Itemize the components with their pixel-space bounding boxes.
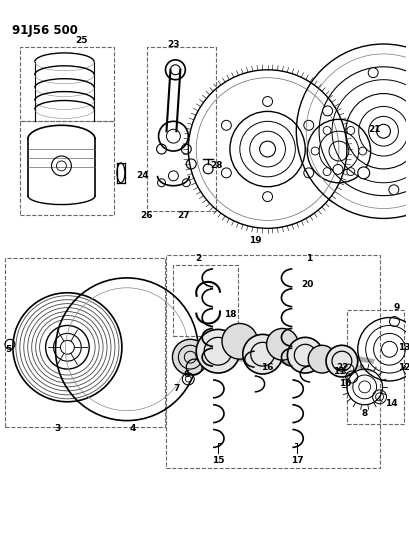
- Bar: [20, 47, 114, 122]
- Text: 12: 12: [397, 362, 409, 372]
- Circle shape: [346, 168, 354, 175]
- Circle shape: [221, 120, 231, 130]
- Bar: [20, 122, 114, 215]
- Circle shape: [172, 340, 208, 375]
- Circle shape: [346, 126, 354, 134]
- Text: 19: 19: [249, 236, 261, 245]
- Circle shape: [242, 334, 282, 374]
- Circle shape: [322, 168, 330, 175]
- Circle shape: [357, 167, 369, 179]
- Text: 17: 17: [290, 456, 303, 465]
- Circle shape: [196, 329, 239, 373]
- Text: 10: 10: [338, 379, 350, 389]
- Circle shape: [325, 345, 357, 377]
- Circle shape: [308, 345, 335, 373]
- Text: 15: 15: [211, 456, 224, 465]
- Bar: [5, 258, 165, 426]
- Circle shape: [358, 147, 366, 155]
- Text: 11: 11: [332, 367, 344, 376]
- Circle shape: [322, 106, 332, 116]
- Circle shape: [322, 126, 330, 134]
- Circle shape: [287, 337, 322, 373]
- Text: 16: 16: [261, 362, 273, 372]
- Text: 91J56 500: 91J56 500: [12, 24, 78, 37]
- Circle shape: [221, 324, 257, 359]
- Text: 5: 5: [5, 345, 11, 354]
- Text: 22: 22: [336, 362, 348, 372]
- Text: 20: 20: [300, 280, 312, 289]
- Circle shape: [266, 328, 298, 360]
- Text: 4: 4: [129, 424, 136, 433]
- Text: 6: 6: [183, 369, 189, 378]
- Text: 24: 24: [136, 171, 148, 180]
- Circle shape: [262, 96, 272, 107]
- Text: 28: 28: [209, 161, 222, 171]
- Text: 9: 9: [392, 303, 399, 312]
- Circle shape: [221, 168, 231, 178]
- Bar: [173, 265, 237, 336]
- Circle shape: [303, 168, 313, 178]
- Text: 26: 26: [140, 211, 153, 220]
- Circle shape: [332, 165, 342, 174]
- Text: 18: 18: [223, 310, 236, 319]
- Bar: [166, 255, 379, 468]
- Text: 1: 1: [306, 254, 312, 263]
- Circle shape: [310, 147, 318, 155]
- Text: 27: 27: [177, 211, 189, 220]
- Text: 13: 13: [397, 343, 409, 352]
- Text: 2: 2: [195, 254, 201, 263]
- Text: 21: 21: [367, 125, 380, 134]
- Bar: [146, 47, 216, 211]
- Text: 3: 3: [54, 424, 61, 433]
- Circle shape: [367, 68, 377, 78]
- Text: 8: 8: [361, 409, 367, 418]
- Circle shape: [262, 192, 272, 201]
- Text: 25: 25: [75, 36, 87, 45]
- Circle shape: [303, 120, 313, 130]
- Text: 23: 23: [167, 39, 179, 49]
- Text: 7: 7: [173, 384, 179, 393]
- Text: 14: 14: [384, 399, 397, 408]
- Bar: [346, 310, 403, 424]
- Circle shape: [388, 185, 398, 195]
